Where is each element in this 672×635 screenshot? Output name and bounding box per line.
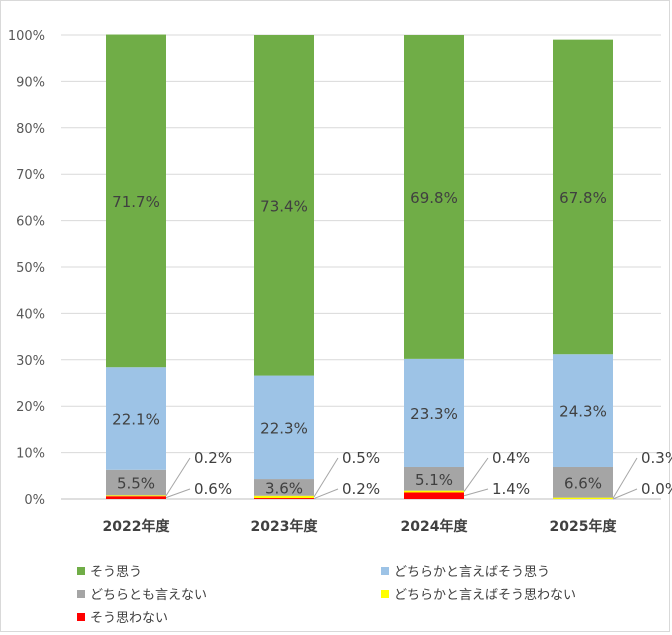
y-tick-label: 50% (16, 261, 45, 276)
leader-line (165, 457, 191, 497)
data-label: 69.8% (410, 189, 458, 207)
y-tick-label: 90% (16, 75, 45, 90)
bar-segment (553, 497, 613, 499)
y-tick-label: 70% (16, 168, 45, 183)
data-label: 6.6% (564, 474, 602, 492)
x-axis-categories: 2022年度 2023年度 2024年度 2025年度 (103, 518, 618, 535)
x-category-label: 2024年度 (401, 518, 469, 535)
bar-segment (254, 35, 314, 376)
legend-swatch (381, 590, 389, 598)
legend-swatch (77, 567, 85, 575)
bar-segment (404, 466, 464, 491)
bar-segment (553, 39, 613, 355)
data-label-outside: 0.2% (194, 449, 232, 467)
bar-segment (106, 495, 166, 497)
x-category-label: 2022年度 (103, 518, 171, 535)
y-axis-ticks: 0% 10% 20% 30% 40% 50% 60% 70% 80% 90% 100% (8, 29, 45, 508)
bar-segment (254, 495, 314, 499)
data-label-outside: 0.0% (641, 480, 672, 498)
leader-line (612, 457, 638, 499)
bar-segment (404, 35, 464, 359)
leader-line (612, 488, 638, 500)
bar-segment (553, 466, 613, 498)
data-label: 5.1% (415, 471, 453, 489)
legend-swatch (381, 567, 389, 575)
bar-segment (106, 469, 166, 496)
data-label-outside: 0.5% (342, 449, 380, 467)
data-label: 5.5% (117, 475, 155, 493)
data-label-outside: 0.2% (342, 480, 380, 498)
data-label: 23.3% (410, 405, 458, 423)
bar-segment (254, 375, 314, 480)
legend-label: どちらとも言えない (90, 588, 207, 603)
data-label: 22.1% (112, 410, 160, 428)
y-tick-label: 80% (16, 122, 45, 137)
x-category-label: 2023年度 (251, 518, 319, 535)
y-tick-label: 100% (8, 29, 45, 44)
leader-line (463, 488, 489, 497)
bar-segment (106, 367, 166, 470)
y-tick-label: 30% (16, 354, 45, 369)
data-label: 3.6% (265, 479, 303, 497)
y-tick-label: 10% (16, 447, 45, 462)
bar-segment (404, 492, 464, 499)
data-label-outside: 0.4% (492, 449, 530, 467)
bars (106, 34, 613, 499)
data-label: 24.3% (559, 403, 607, 421)
leader-line (313, 488, 339, 500)
bar-segment (404, 490, 464, 493)
leader-line (165, 488, 191, 499)
data-label: 73.4% (260, 197, 308, 215)
bar-segment (254, 479, 314, 496)
legend-label: そう思う (90, 565, 142, 580)
legend-label: どちらかと言えばそう思う (394, 565, 550, 580)
legend-swatch (77, 613, 85, 621)
data-labels: 5.5% 22.1% 71.7% 0.2% 0.6% 3.6% 22.3% 73.4% 0.5%… (112, 189, 672, 500)
data-label: 22.3% (260, 419, 308, 437)
bar-segment (404, 358, 464, 467)
y-tick-label: 40% (16, 307, 45, 322)
legend-label: そう思わない (90, 611, 168, 626)
leader-line (313, 457, 339, 498)
data-label-outside: 0.6% (194, 480, 232, 498)
y-tick-label: 0% (24, 493, 45, 508)
leader-line (463, 457, 489, 492)
bar-segment (106, 496, 166, 499)
bar-segment (106, 34, 166, 368)
data-label-outside: 0.3% (641, 449, 672, 467)
y-tick-label: 20% (16, 400, 45, 415)
bar-segment (254, 498, 314, 499)
legend-swatch (77, 590, 85, 598)
x-category-label: 2025年度 (550, 518, 618, 535)
data-label: 67.8% (559, 189, 607, 207)
data-label: 71.7% (112, 193, 160, 211)
y-tick-label: 60% (16, 215, 45, 230)
data-label-outside: 1.4% (492, 480, 530, 498)
legend-label: どちらかと言えばそう思わない (394, 588, 576, 603)
bar-segment (553, 354, 613, 467)
